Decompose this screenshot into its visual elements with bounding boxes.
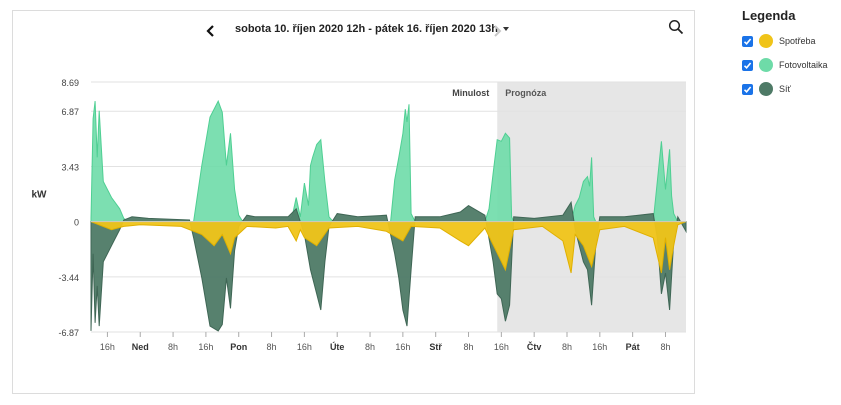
y-axis-label: kW — [32, 190, 48, 201]
legend-item-sit[interactable]: Síť — [742, 81, 837, 97]
checkmark-icon — [743, 61, 752, 69]
x-tick-label: Úte — [330, 341, 345, 352]
legend-title: Legenda — [742, 8, 796, 23]
x-tick-label: 8h — [168, 342, 178, 352]
caret-down-icon — [502, 27, 509, 32]
chevron-right-icon — [494, 25, 502, 37]
legend-checkbox-sit[interactable] — [742, 83, 753, 95]
legend-item-spotreba[interactable]: Spotřeba — [742, 33, 837, 49]
x-tick-label: Ned — [132, 342, 149, 352]
chevron-left-icon — [206, 25, 214, 37]
y-tick-label: 6.87 — [61, 107, 79, 117]
y-tick-label: 3.43 — [61, 163, 79, 173]
x-tick-label: 8h — [267, 342, 277, 352]
legend-color-dot — [759, 34, 773, 48]
y-tick-label: -3.44 — [58, 273, 79, 283]
next-period-button[interactable] — [487, 21, 507, 41]
prev-period-button[interactable] — [201, 21, 221, 41]
past-label: Minulost — [452, 88, 489, 98]
date-range-text: sobota 10. říjen 2020 12h - pátek 16. ří… — [235, 23, 498, 35]
x-tick-label: 8h — [464, 342, 474, 352]
x-tick-label: 8h — [660, 342, 670, 352]
checkmark-icon — [743, 85, 752, 93]
x-tick-label: Pát — [626, 342, 640, 352]
x-tick-label: Čtv — [527, 341, 542, 352]
legend-label-spotreba: Spotřeba — [779, 36, 816, 46]
legend-color-dot — [759, 58, 773, 72]
y-tick-label: -6.87 — [58, 328, 79, 338]
chart-panel: sobota 10. říjen 2020 12h - pátek 16. ří… — [12, 10, 695, 394]
legend: Legenda Spotřeba Fotovoltaika Síť — [742, 8, 837, 105]
series-area-Fotovoltaika — [90, 99, 679, 223]
x-tick-label: 16h — [494, 342, 509, 352]
legend-label-fotovoltaika: Fotovoltaika — [779, 60, 828, 70]
x-tick-label: Pon — [230, 342, 247, 352]
legend-checkbox-fotovoltaika[interactable] — [742, 59, 753, 71]
x-tick-label: 16h — [100, 342, 115, 352]
y-tick-label: 0 — [74, 218, 79, 228]
checkmark-icon — [743, 37, 752, 45]
x-tick-label: 16h — [198, 342, 213, 352]
x-tick-label: 16h — [592, 342, 607, 352]
x-tick-label: 16h — [395, 342, 410, 352]
y-tick-label: 8.69 — [61, 78, 79, 88]
search-icon — [668, 19, 684, 35]
legend-checkbox-spotreba[interactable] — [742, 35, 753, 47]
legend-color-dot — [759, 82, 773, 96]
forecast-label: Prognóza — [505, 88, 547, 98]
series-area-Spotřeba — [90, 221, 687, 274]
x-tick-label: 8h — [365, 342, 375, 352]
legend-label-sit: Síť — [779, 84, 791, 94]
x-tick-label: 8h — [562, 342, 572, 352]
legend-item-fotovoltaika[interactable]: Fotovoltaika — [742, 57, 837, 73]
energy-chart: 8.69 6.87 3.43 0 -3.44 -6.87 kW Minulost Prognóz… — [32, 78, 687, 352]
date-range-dropdown[interactable]: sobota 10. říjen 2020 12h - pátek 16. ří… — [235, 23, 509, 35]
x-tick-label: 16h — [297, 342, 312, 352]
x-tick-label: Stř — [429, 342, 442, 352]
date-navigation: sobota 10. říjen 2020 12h - pátek 16. ří… — [13, 21, 694, 41]
zoom-search-button[interactable] — [668, 19, 686, 37]
